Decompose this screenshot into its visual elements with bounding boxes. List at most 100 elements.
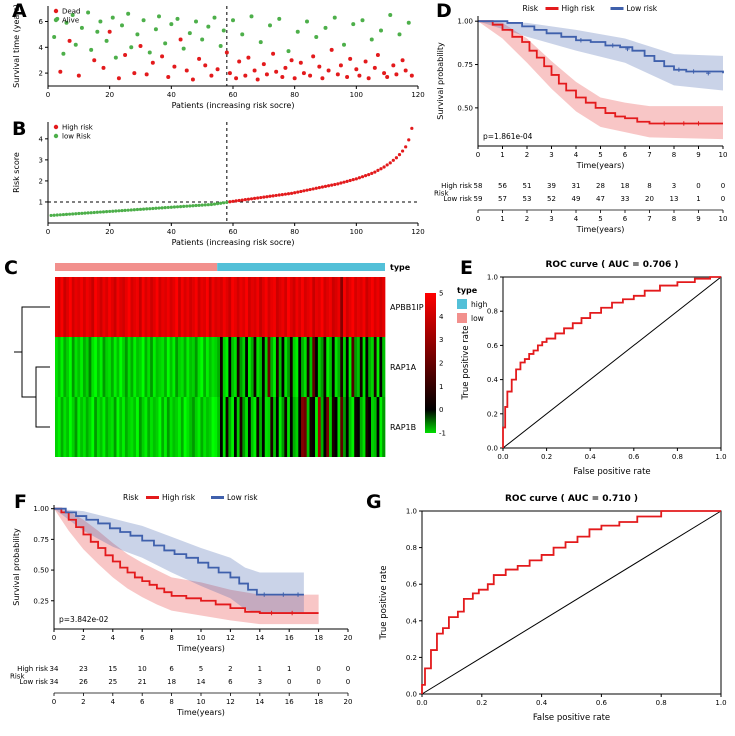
roc-curve — [421, 510, 721, 694]
svg-text:20: 20 — [645, 195, 654, 203]
x-axis-label: Time(years) — [176, 644, 225, 653]
panel-a-survival-time-scatter: A 0 20 40 60 80 100 120 2 4 6 Patients (increasing… — [8, 0, 430, 116]
svg-text:39: 39 — [547, 182, 556, 190]
risk-legend: Risk High risk Low risk — [523, 4, 658, 13]
svg-text:High risk: High risk — [562, 4, 596, 13]
svg-text:57: 57 — [498, 195, 507, 203]
svg-text:20: 20 — [105, 91, 114, 99]
svg-text:5: 5 — [598, 215, 602, 223]
svg-text:1.00: 1.00 — [457, 18, 473, 26]
axes — [475, 16, 724, 149]
svg-text:47: 47 — [596, 195, 605, 203]
svg-text:0.50: 0.50 — [457, 104, 473, 112]
low-risk-curve — [54, 507, 304, 596]
type-legend: type high low — [457, 286, 488, 323]
svg-text:0.2: 0.2 — [487, 410, 498, 418]
tick-labels: 0 1 2 3 4 5 6 7 8 9 10 0.50 0.75 1.00 — [457, 18, 727, 159]
panel-label-a: A — [12, 0, 27, 22]
svg-text:49: 49 — [572, 195, 581, 203]
svg-text:-1: -1 — [439, 430, 446, 438]
panel-label-f: F — [14, 491, 27, 513]
table-axis-labels: 0 1 2 3 4 5 6 7 8 9 10 — [476, 215, 728, 223]
svg-text:4: 4 — [574, 215, 579, 223]
panel-label-c: C — [4, 257, 18, 279]
svg-text:3: 3 — [549, 215, 553, 223]
annotation-row-title: type — [390, 263, 411, 272]
tick-labels: 0.00.0 0.2 0.2 0.4 0.4 0.6 0.6 0.8 0.8 1.0 1.0 — [406, 508, 727, 708]
svg-text:6: 6 — [623, 151, 628, 159]
svg-text:20: 20 — [105, 228, 114, 236]
risk-table: High risk 58 56 51 39 31 28 18 8 3 0 0 Low risk 59 57 5… — [434, 182, 725, 203]
svg-text:0: 0 — [287, 678, 291, 686]
svg-text:2: 2 — [525, 215, 529, 223]
svg-text:14: 14 — [255, 634, 264, 642]
svg-text:0.75: 0.75 — [457, 61, 473, 69]
panel-label-e: E — [460, 257, 473, 279]
svg-text:4: 4 — [574, 151, 579, 159]
svg-text:0: 0 — [316, 665, 320, 673]
svg-text:100: 100 — [350, 228, 363, 236]
diagonal-reference-line — [502, 276, 722, 449]
svg-text:0: 0 — [52, 634, 56, 642]
svg-text:2: 2 — [81, 634, 85, 642]
svg-text:80: 80 — [290, 91, 299, 99]
svg-text:0: 0 — [476, 215, 480, 223]
svg-text:40: 40 — [167, 228, 176, 236]
svg-text:4: 4 — [439, 313, 444, 321]
svg-text:0.2: 0.2 — [406, 654, 417, 662]
svg-text:0: 0 — [476, 151, 480, 159]
svg-text:3: 3 — [258, 678, 262, 686]
svg-text:6: 6 — [623, 215, 628, 223]
svg-text:6: 6 — [140, 698, 145, 706]
svg-text:1: 1 — [439, 383, 443, 391]
gene-label: RAP1B — [390, 423, 416, 432]
svg-text:0.2: 0.2 — [476, 699, 487, 707]
svg-text:58: 58 — [474, 182, 483, 190]
svg-text:2: 2 — [228, 665, 232, 673]
svg-text:0: 0 — [46, 228, 50, 236]
svg-text:1.0: 1.0 — [487, 274, 498, 282]
high-risk-curve — [478, 20, 723, 125]
svg-text:10: 10 — [197, 634, 206, 642]
svg-text:Low risk: Low risk — [627, 4, 658, 13]
svg-text:Dead: Dead — [62, 8, 80, 16]
svg-text:High risk: High risk — [17, 665, 49, 673]
risk-legend: Risk High risk Low risk — [123, 493, 258, 502]
table-x-axis-label: Time(years) — [176, 708, 225, 717]
svg-text:0: 0 — [696, 182, 700, 190]
svg-text:120: 120 — [411, 228, 424, 236]
svg-text:10: 10 — [197, 698, 206, 706]
svg-text:8: 8 — [647, 182, 651, 190]
svg-text:7: 7 — [647, 151, 651, 159]
svg-text:6: 6 — [39, 18, 44, 26]
svg-text:1.00: 1.00 — [33, 505, 49, 513]
x-axis-label: Time(years) — [576, 161, 625, 170]
svg-text:1: 1 — [696, 195, 700, 203]
svg-text:1.0: 1.0 — [406, 508, 417, 516]
svg-text:7: 7 — [647, 215, 651, 223]
survival-time-scatter-chart: 0 20 40 60 80 100 120 2 4 6 Patients (increasing r… — [12, 4, 425, 110]
plot-frame — [502, 276, 722, 449]
type-annotation-bar — [55, 263, 385, 271]
p-value: p=3.842e-02 — [59, 615, 109, 624]
svg-text:2: 2 — [39, 70, 43, 78]
svg-text:51: 51 — [523, 182, 532, 190]
svg-text:8: 8 — [169, 698, 173, 706]
svg-text:14: 14 — [197, 678, 206, 686]
heatmap-row-rap1b — [55, 397, 386, 457]
svg-text:0.0: 0.0 — [497, 453, 508, 461]
svg-text:1: 1 — [258, 665, 262, 673]
svg-text:Risk: Risk — [123, 493, 139, 502]
svg-text:23: 23 — [79, 665, 88, 673]
svg-text:4: 4 — [111, 698, 116, 706]
gene-expression-heatmap: type APBB1IP RAP1A RAP1B 5 4 3 2 1 0 -1 type high low — [14, 263, 488, 457]
diagonal-reference-line — [421, 510, 722, 695]
roc-chart-2: ROC curve ( AUC = 0.710 ) 0.00.0 0.2 0.2 0.4… — [379, 494, 727, 723]
svg-text:8: 8 — [672, 151, 676, 159]
svg-text:5: 5 — [439, 290, 443, 298]
svg-text:31: 31 — [572, 182, 581, 190]
svg-text:4: 4 — [39, 135, 44, 143]
svg-text:3: 3 — [39, 156, 43, 164]
